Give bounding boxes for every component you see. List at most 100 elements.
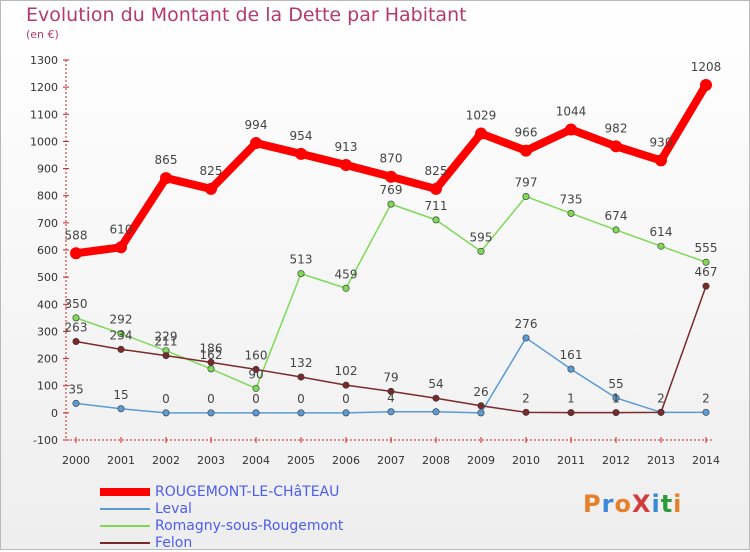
x-tick-label: 2009 (467, 454, 495, 467)
data-label: 0 (297, 392, 305, 406)
data-point (432, 216, 440, 224)
data-point (655, 154, 667, 167)
y-tick-label: 600 (37, 244, 58, 257)
data-label: 350 (65, 297, 88, 311)
y-tick-label: 200 (37, 353, 58, 366)
proxiti-logo: ProXiti (583, 490, 682, 518)
legend-swatch (100, 542, 150, 544)
y-tick-label: 500 (37, 271, 58, 284)
x-tick-label: 2005 (287, 454, 315, 467)
data-label: 769 (380, 183, 403, 197)
logo-letter: X (631, 490, 652, 518)
data-point (342, 381, 350, 389)
legend-swatch (100, 488, 150, 496)
data-label: 2 (702, 391, 710, 405)
data-point (700, 78, 712, 91)
data-label: 1 (612, 392, 620, 406)
data-label: 234 (110, 328, 133, 342)
x-tick-label: 2002 (152, 454, 180, 467)
data-point (702, 282, 710, 290)
data-label: 954 (290, 129, 313, 143)
data-point (610, 140, 622, 153)
data-point (657, 408, 665, 416)
data-point (295, 147, 307, 160)
data-point (70, 247, 82, 260)
data-label: 1044 (556, 104, 587, 118)
data-point (160, 172, 172, 185)
data-label: 614 (650, 225, 673, 239)
data-label: 1208 (691, 60, 722, 74)
x-tick-label: 2007 (377, 454, 405, 467)
data-point (342, 409, 350, 417)
data-label: 55 (608, 377, 623, 391)
data-label: 54 (428, 377, 443, 391)
data-label: 79 (383, 370, 398, 384)
y-tick-label: -100 (33, 434, 58, 447)
x-tick-label: 2008 (422, 454, 450, 467)
data-label: 102 (335, 364, 358, 378)
data-point (432, 408, 440, 416)
logo-letter: o (614, 490, 632, 518)
data-point (477, 409, 485, 417)
x-tick-label: 2010 (512, 454, 540, 467)
logo-letter: P (583, 490, 602, 518)
data-label: 982 (605, 121, 628, 135)
data-point (387, 387, 395, 395)
data-label: 90 (248, 367, 263, 381)
data-point (252, 365, 260, 373)
data-point (612, 409, 620, 417)
data-point (72, 399, 80, 407)
x-tick-label: 2012 (602, 454, 630, 467)
data-point (162, 352, 170, 360)
y-tick-label: 0 (51, 407, 58, 420)
data-label: 459 (335, 267, 358, 281)
y-tick-label: 300 (37, 325, 58, 338)
x-tick-label: 2000 (62, 454, 90, 467)
data-point (657, 242, 665, 250)
x-tick-label: 2014 (692, 454, 720, 467)
data-label: 610 (110, 222, 133, 236)
data-label: 263 (65, 320, 88, 334)
data-point (522, 334, 530, 342)
x-tick-label: 2001 (107, 454, 135, 467)
data-label: 595 (470, 230, 493, 244)
y-tick-label: 1000 (30, 135, 58, 148)
data-point (297, 270, 305, 278)
data-point (387, 200, 395, 208)
data-point (477, 247, 485, 255)
data-point (117, 330, 125, 338)
data-label: 674 (605, 209, 628, 223)
data-point (207, 365, 215, 373)
data-point (522, 408, 530, 416)
data-label: 0 (207, 392, 215, 406)
series-line (75, 195, 707, 390)
data-label: 735 (560, 192, 583, 206)
data-point (612, 394, 620, 402)
data-label: 15 (113, 388, 128, 402)
data-label: 825 (200, 164, 223, 178)
legend-swatch (100, 525, 150, 527)
data-label: 513 (290, 253, 313, 267)
data-point (252, 409, 260, 417)
data-label: 2 (657, 391, 665, 405)
logo-letter: i (651, 490, 661, 518)
data-point (205, 182, 217, 195)
data-point (477, 402, 485, 410)
data-label: 555 (695, 241, 718, 255)
chart-subtitle: (en €) (26, 28, 59, 41)
data-point (702, 408, 710, 416)
y-tick-label: 1200 (30, 81, 58, 94)
data-label: 186 (200, 341, 223, 355)
data-label: 211 (155, 335, 178, 349)
data-label: 276 (515, 317, 538, 331)
data-point (117, 345, 125, 353)
data-label: 1 (567, 392, 575, 406)
logo-letter: t (660, 490, 674, 518)
y-tick-label: 100 (37, 380, 58, 393)
data-point (207, 358, 215, 366)
data-point (72, 314, 80, 322)
data-point (340, 159, 352, 172)
data-label: 160 (245, 348, 268, 362)
